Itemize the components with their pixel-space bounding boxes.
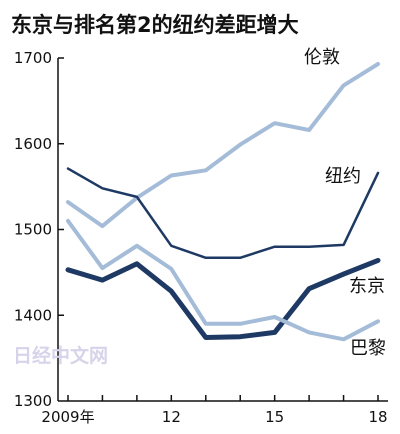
y-tick-label: 1700 (14, 49, 52, 67)
y-tick-label: 1300 (14, 392, 52, 410)
series-lines (65, 62, 381, 342)
series-line-tokyo (65, 257, 381, 340)
watermark: 日经中文网 (13, 344, 108, 367)
series-line-london (66, 62, 380, 229)
x-tick-label: 12 (162, 408, 181, 426)
y-ticks: 1300 1400 1500 1600 1700 (14, 49, 64, 410)
y-tick-label: 1500 (14, 221, 52, 239)
y-tick-label: 1400 (14, 306, 52, 324)
series-label-paris: 巴黎 (350, 338, 386, 359)
x-tick-label: 18 (368, 408, 387, 426)
x-tick-label: 15 (265, 408, 284, 426)
y-tick-label: 1600 (14, 135, 52, 153)
x-ticks: 2009年 12 15 18 (41, 395, 388, 426)
series-label-newyork: 纽约 (325, 166, 361, 187)
series-label-tokyo: 东京 (349, 276, 385, 297)
chart-title: 东京与排名第2的纽约差距增大 (11, 13, 299, 37)
series-labels: 伦敦 纽约 东京 巴黎 (304, 47, 386, 359)
series-label-london: 伦敦 (304, 47, 340, 68)
x-tick-label: 2009年 (41, 408, 94, 426)
plot-area: 1300 1400 1500 1600 1700 2009年 12 15 18 (14, 49, 388, 426)
series-line-paris (66, 218, 380, 342)
series-line-newyork (66, 167, 380, 260)
